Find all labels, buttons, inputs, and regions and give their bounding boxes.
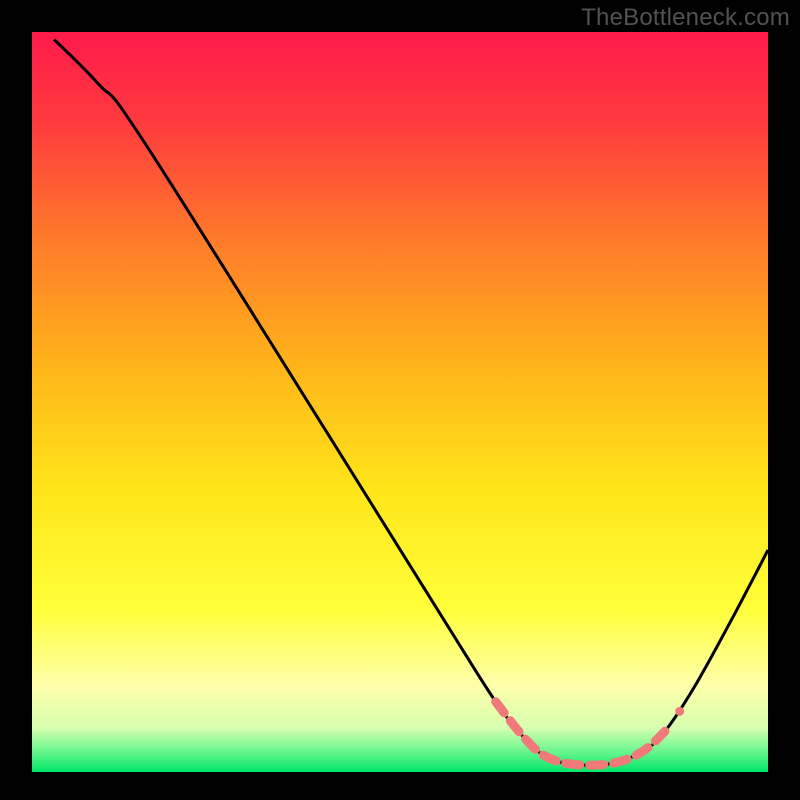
plot-area [32, 32, 768, 772]
chart-frame: TheBottleneck.com [0, 0, 800, 800]
watermark-text: TheBottleneck.com [581, 4, 790, 32]
gradient-background [32, 32, 768, 772]
highlight-extra-dot [675, 707, 684, 716]
plot-svg [32, 32, 768, 772]
